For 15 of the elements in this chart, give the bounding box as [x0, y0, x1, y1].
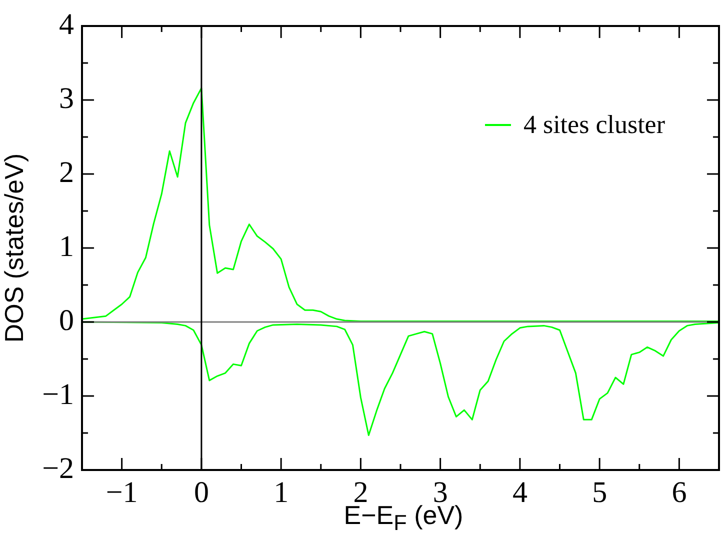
y-tick-label: 1: [59, 230, 74, 263]
y-tick-label: 4: [59, 8, 74, 41]
y-tick-label: 3: [59, 82, 74, 115]
y-tick-label: 2: [59, 156, 74, 189]
x-tick-label: −1: [106, 476, 138, 509]
y-tick-label: −2: [42, 452, 74, 485]
y-tick-label: 0: [59, 304, 74, 337]
x-tick-label: 6: [672, 476, 687, 509]
x-tick-label: 4: [512, 476, 528, 509]
y-axis-title: DOS (states/eV): [0, 153, 29, 343]
x-tick-label: 5: [592, 476, 608, 509]
x-tick-label: 0: [194, 476, 209, 509]
y-tick-label: −1: [42, 378, 74, 411]
legend-label: 4 sites cluster: [523, 110, 665, 140]
x-tick-label: 1: [274, 476, 289, 509]
